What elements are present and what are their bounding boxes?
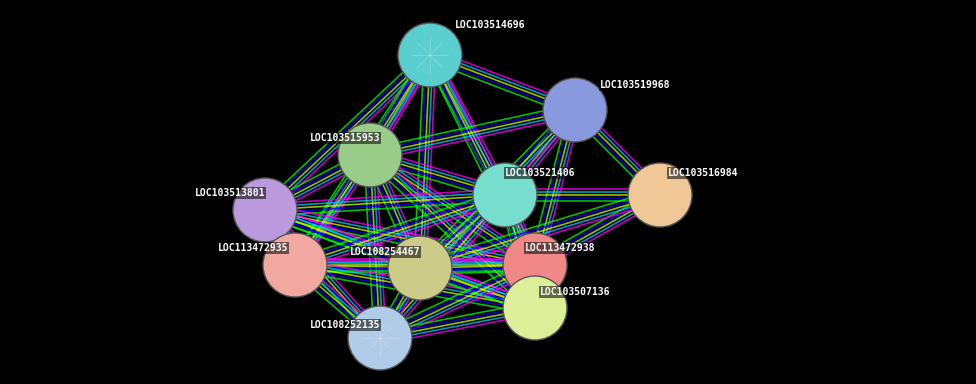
Circle shape xyxy=(263,233,327,297)
Text: LOC103514696: LOC103514696 xyxy=(455,20,525,30)
Circle shape xyxy=(388,236,452,300)
Circle shape xyxy=(398,23,462,87)
Circle shape xyxy=(338,123,402,187)
Text: LOC113472935: LOC113472935 xyxy=(218,243,289,253)
Text: LOC103515953: LOC103515953 xyxy=(310,133,381,143)
Text: LOC103519968: LOC103519968 xyxy=(600,80,671,90)
Circle shape xyxy=(503,233,567,297)
Text: LOC108254467: LOC108254467 xyxy=(350,247,421,257)
Text: LOC103513801: LOC103513801 xyxy=(195,188,265,198)
Text: LOC113472938: LOC113472938 xyxy=(525,243,595,253)
Text: LOC103521406: LOC103521406 xyxy=(505,168,576,178)
Circle shape xyxy=(503,276,567,340)
Circle shape xyxy=(348,306,412,370)
Circle shape xyxy=(543,78,607,142)
Circle shape xyxy=(473,163,537,227)
Circle shape xyxy=(628,163,692,227)
Text: LOC108252135: LOC108252135 xyxy=(310,320,381,330)
Text: LOC103507136: LOC103507136 xyxy=(540,287,611,297)
Circle shape xyxy=(233,178,297,242)
Text: LOC103516984: LOC103516984 xyxy=(668,168,739,178)
